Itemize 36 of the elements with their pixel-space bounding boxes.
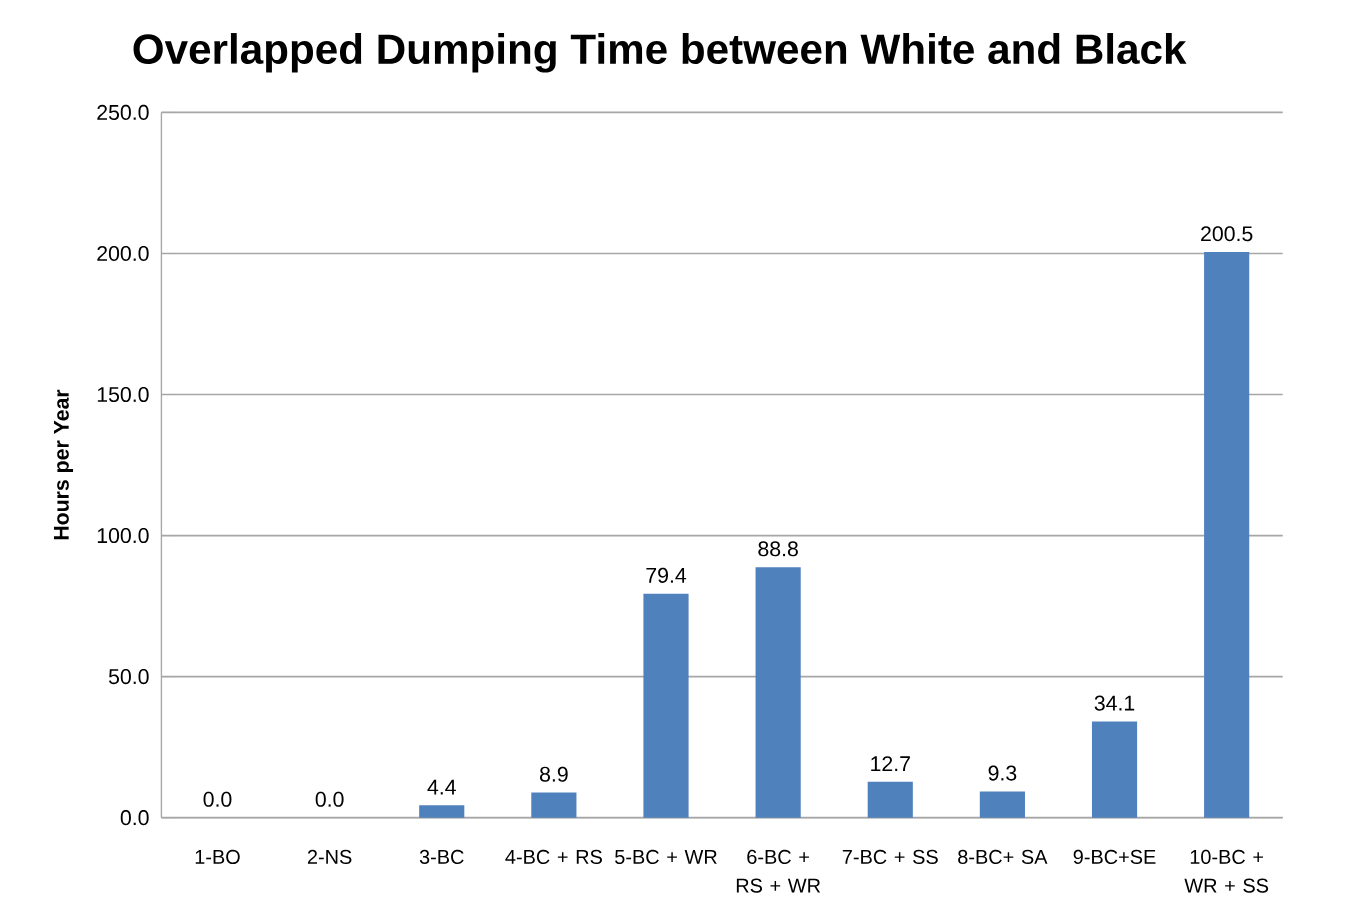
data-label: 88.8 <box>758 541 798 557</box>
bar <box>1091 721 1138 818</box>
data-label: 200.5 <box>1201 226 1253 242</box>
bar <box>643 593 689 818</box>
data-label: 0.0 <box>315 791 344 807</box>
y-tick-label: 250.0 <box>97 104 149 121</box>
x-tick-label: 8-BC+ SA <box>958 849 1048 865</box>
bar <box>867 781 913 818</box>
x-tick-label: 3-BC <box>419 849 464 865</box>
x-tick-label: 6-BC + RS + WR <box>736 849 821 893</box>
chart-title: Overlapped Dumping Time between White and Black <box>133 33 1187 73</box>
bar <box>979 791 1025 818</box>
y-axis-title: Hours per Year <box>53 389 74 540</box>
x-tick-label: 7-BC + SS <box>842 849 938 865</box>
x-tick-label: 9-BC+SE <box>1073 849 1156 865</box>
bar <box>531 792 577 818</box>
x-tick-label: 10-BC + WR + SS <box>1184 849 1269 893</box>
y-tick-label: 200.0 <box>97 245 149 262</box>
bar <box>1204 252 1250 818</box>
data-label: 79.4 <box>646 567 687 583</box>
x-tick-label: 5-BC + WR <box>615 849 717 865</box>
x-tick-label: 2-NS <box>307 849 352 865</box>
data-label: 4.4 <box>427 779 456 795</box>
x-tick-label: 4-BC + RS <box>505 849 602 865</box>
data-label: 34.1 <box>1094 695 1135 711</box>
y-tick-label: 50.0 <box>108 669 149 685</box>
data-label: 9.3 <box>988 765 1017 781</box>
data-label: 8.9 <box>539 766 568 782</box>
bar <box>755 567 801 818</box>
y-tick-label: 100.0 <box>97 528 149 544</box>
y-tick-label: 0.0 <box>120 810 149 826</box>
data-label: 12.7 <box>871 756 910 772</box>
data-label: 0.0 <box>203 791 232 807</box>
x-tick-label: 1-BO <box>195 849 240 865</box>
y-tick-label: 150.0 <box>97 387 149 403</box>
bar <box>419 805 465 818</box>
